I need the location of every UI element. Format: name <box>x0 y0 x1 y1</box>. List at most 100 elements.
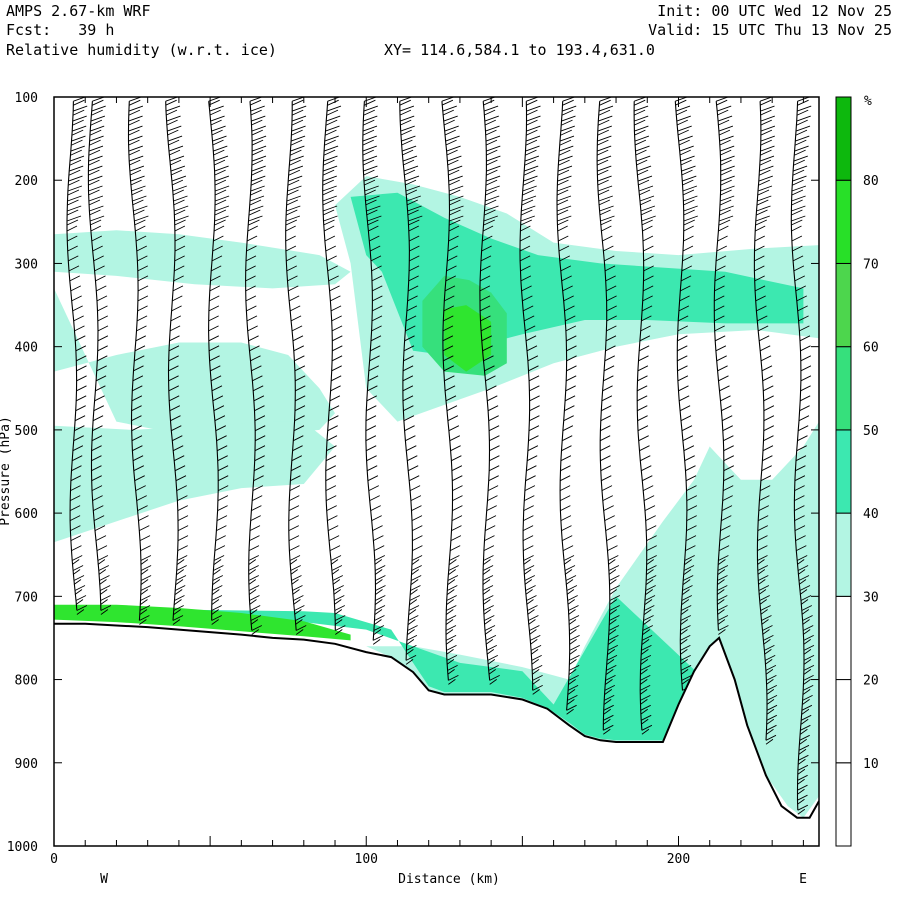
wind-profile-14 <box>596 97 621 735</box>
wind-profile-17 <box>713 97 735 635</box>
y-tick-label-700: 700 <box>15 590 38 605</box>
wind-staff-15 <box>633 101 648 731</box>
colorbar-label-50: 50 <box>863 424 879 439</box>
plot-frame <box>53 96 820 847</box>
colorbar-swatch-4 <box>835 429 852 514</box>
wind-barbs-4 <box>208 97 230 625</box>
terrain-layer <box>54 622 819 846</box>
wind-barbs-13 <box>556 97 580 715</box>
wind-barbs-16 <box>675 97 698 695</box>
terrain-line <box>54 622 819 819</box>
wind-staff-16 <box>674 101 688 691</box>
wind-staff-1 <box>87 101 102 611</box>
colorbar-swatch-5 <box>835 346 852 431</box>
colorbar-label-10: 10 <box>863 757 879 772</box>
rh-region-60-9 <box>54 604 351 641</box>
colorbar-swatch-0 <box>835 762 852 847</box>
wind-barb-layer <box>66 97 815 815</box>
east-label: E <box>799 872 807 887</box>
wind-staff-6 <box>285 101 297 631</box>
wind-staff-7 <box>322 101 336 631</box>
rh-region-60-6 <box>444 305 492 372</box>
wind-profile-19 <box>790 97 815 815</box>
wind-profile-5 <box>245 97 267 635</box>
field-title: Relative humidity (w.r.t. ice) <box>6 41 277 59</box>
wind-profile-16 <box>674 97 698 695</box>
wind-profile-13 <box>556 97 580 715</box>
wind-profile-6 <box>285 97 307 635</box>
wind-profile-15 <box>633 97 657 735</box>
y-tick-label-600: 600 <box>15 507 38 522</box>
x-tick-label-0: 0 <box>50 852 58 867</box>
colorbar-label-60: 60 <box>863 341 879 356</box>
wind-profile-8 <box>362 97 386 645</box>
x-axis-label: Distance (km) <box>398 872 500 887</box>
wind-barbs-8 <box>362 97 386 645</box>
wind-barbs-14 <box>596 97 621 735</box>
model-title: AMPS 2.67-km WRF <box>6 2 151 20</box>
wind-barbs-9 <box>399 97 423 665</box>
colorbar-label-80: 80 <box>863 174 879 189</box>
wind-profile-18 <box>753 97 778 745</box>
wind-barbs-2 <box>128 97 152 625</box>
forecast-hour: Fcst: 39 h <box>6 21 115 39</box>
colorbar-swatch-6 <box>835 262 852 348</box>
wind-staff-17 <box>713 101 725 631</box>
rh-region-30-2 <box>54 421 335 543</box>
wind-profile-2 <box>127 97 152 625</box>
below-ground-mask <box>54 623 819 846</box>
colorbar-label-30: 30 <box>863 590 879 605</box>
cross-section-coordinates: XY= 114.6,584.1 to 193.4,631.0 <box>384 41 655 59</box>
wind-barbs-10 <box>441 97 464 685</box>
y-tick-label-300: 300 <box>15 257 38 272</box>
wind-staff-14 <box>596 101 611 731</box>
wind-profile-4 <box>208 97 230 625</box>
x-tick-label-100: 100 <box>355 852 378 867</box>
wind-barbs-17 <box>714 97 735 635</box>
colorbar-swatch-1 <box>835 679 852 764</box>
wind-barbs-3 <box>165 97 189 625</box>
wind-profile-1 <box>87 97 112 615</box>
y-tick-label-200: 200 <box>15 174 38 189</box>
y-tick-label-100: 100 <box>15 91 38 106</box>
rh-region-30-1 <box>54 288 335 439</box>
wind-staff-0 <box>66 101 78 611</box>
wind-barbs-12 <box>519 97 543 695</box>
colorbar-unit: % <box>864 94 872 109</box>
wind-staff-13 <box>556 101 571 711</box>
wind-profile-7 <box>322 97 346 635</box>
y-tick-label-800: 800 <box>15 674 38 689</box>
y-tick-label-500: 500 <box>15 424 38 439</box>
wind-barbs-11 <box>479 97 501 685</box>
rh-region-30-0 <box>54 230 351 289</box>
wind-barbs-15 <box>633 97 657 735</box>
rh-region-30-7 <box>366 421 819 818</box>
wind-profile-11 <box>479 97 501 685</box>
wind-barbs-0 <box>66 97 88 615</box>
axis-layer: 100 200 300 400 500 600 700 800 900 1000 0 100 200 <box>7 91 819 867</box>
wind-barbs-7 <box>322 97 346 635</box>
wind-barbs-6 <box>285 97 307 635</box>
colorbar: 10 20 30 40 50 60 70 80 <box>835 96 879 847</box>
wind-profile-9 <box>399 97 423 665</box>
valid-time: Valid: 15 UTC Thu 13 Nov 25 <box>648 21 892 39</box>
wind-profile-3 <box>165 97 189 625</box>
wind-staff-19 <box>790 101 805 811</box>
colorbar-label-40: 40 <box>863 507 879 522</box>
y-tick-label-400: 400 <box>15 341 38 356</box>
x-tick-label-200: 200 <box>667 852 690 867</box>
wind-barbs-5 <box>245 97 267 635</box>
init-time: Init: 00 UTC Wed 12 Nov 25 <box>657 2 892 20</box>
y-tick-label-1000: 1000 <box>7 840 38 855</box>
colorbar-swatch-3 <box>835 512 852 597</box>
wind-profile-12 <box>519 97 543 695</box>
wind-profile-0 <box>66 97 88 615</box>
colorbar-label-70: 70 <box>863 257 879 272</box>
wind-staff-12 <box>519 101 534 691</box>
colorbar-swatch-2 <box>835 595 852 681</box>
wind-staff-5 <box>245 101 256 631</box>
y-tick-label-900: 900 <box>15 757 38 772</box>
west-label: W <box>100 872 108 887</box>
wind-barbs-1 <box>88 97 112 615</box>
